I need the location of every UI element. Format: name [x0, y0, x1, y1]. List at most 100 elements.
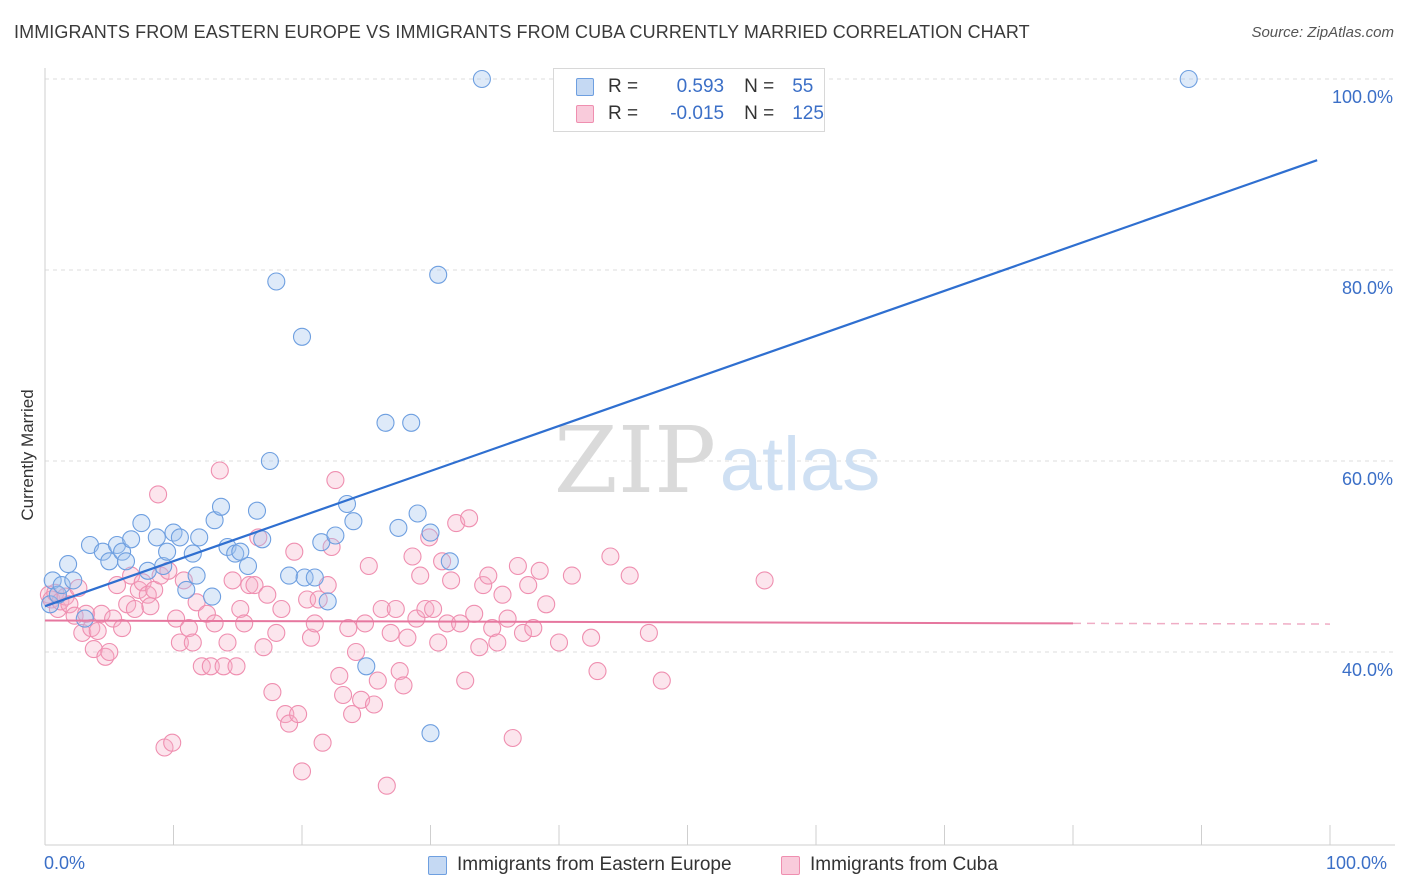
point-cuba: [355, 614, 375, 633]
point-eastern-europe: [116, 552, 136, 571]
stats-swatch-blue: [576, 78, 594, 96]
point-cuba: [245, 576, 264, 595]
source-credit: Source: ZipAtlas.com: [1251, 24, 1394, 41]
point-eastern-europe: [231, 542, 250, 561]
point-cuba: [601, 547, 620, 566]
trendline-eastern-europe: [44, 159, 1318, 608]
legend-label: Immigrants from Cuba: [810, 854, 998, 875]
point-cuba: [292, 762, 312, 781]
point-cuba: [433, 552, 452, 571]
point-eastern-europe: [43, 571, 62, 590]
point-eastern-europe: [440, 552, 459, 571]
point-cuba: [240, 576, 259, 595]
point-cuba: [223, 571, 242, 590]
point-cuba: [530, 561, 549, 580]
point-cuba: [289, 705, 308, 724]
point-eastern-europe: [154, 556, 173, 576]
point-eastern-europe: [64, 571, 83, 590]
point-cuba: [503, 728, 522, 748]
point-cuba: [309, 590, 328, 609]
point-eastern-europe: [408, 504, 427, 523]
point-cuba: [386, 599, 405, 619]
point-cuba: [359, 556, 378, 576]
legend-label: Immigrants from Eastern Europe: [457, 854, 732, 875]
point-cuba: [368, 671, 387, 690]
r-label: R =: [608, 103, 639, 124]
point-cuba: [513, 623, 533, 642]
point-cuba: [755, 571, 774, 590]
point-cuba: [235, 614, 254, 633]
point-cuba: [372, 599, 391, 619]
point-cuba: [280, 714, 299, 733]
point-cuba: [508, 556, 527, 576]
point-cuba: [479, 566, 498, 585]
point-eastern-europe: [48, 585, 67, 604]
point-cuba: [470, 638, 489, 657]
point-cuba: [107, 576, 127, 595]
point-cuba: [407, 609, 426, 628]
point-eastern-europe: [247, 501, 267, 520]
chart-title: IMMIGRANTS FROM EASTERN EUROPE VS IMMIGR…: [14, 22, 1030, 42]
x-tick-min: 0.0%: [44, 853, 86, 873]
point-cuba: [149, 485, 168, 504]
point-cuba: [483, 619, 502, 638]
point-cuba: [549, 633, 569, 652]
point-cuba: [343, 705, 362, 724]
point-cuba: [227, 657, 246, 676]
point-eastern-europe: [292, 327, 312, 346]
point-cuba: [179, 619, 198, 638]
point-eastern-europe: [260, 451, 279, 471]
point-cuba: [416, 599, 435, 619]
point-cuba: [258, 585, 277, 604]
point-cuba: [326, 471, 345, 490]
n-label: N =: [744, 76, 775, 97]
point-cuba: [390, 662, 409, 681]
point-eastern-europe: [376, 413, 395, 432]
point-cuba: [498, 609, 517, 628]
point-eastern-europe: [326, 526, 345, 545]
stats-row-cuba: R = -0.015 N = 125: [576, 102, 824, 126]
point-eastern-europe: [357, 657, 376, 676]
point-cuba: [474, 576, 493, 595]
point-cuba: [424, 599, 443, 619]
point-cuba: [411, 566, 430, 585]
point-cuba: [488, 633, 507, 652]
point-cuba: [305, 614, 324, 633]
point-cuba: [394, 676, 413, 695]
point-eastern-europe: [59, 555, 78, 574]
point-eastern-europe: [203, 587, 222, 606]
point-eastern-europe: [472, 69, 491, 89]
point-cuba: [197, 604, 216, 623]
point-cuba: [493, 585, 512, 604]
point-eastern-europe: [280, 566, 299, 585]
point-eastern-europe: [1179, 69, 1198, 89]
point-cuba: [267, 623, 286, 642]
n-label: N =: [744, 103, 775, 124]
point-eastern-europe: [187, 566, 206, 585]
legend-swatch-blue: [428, 855, 447, 875]
point-cuba: [620, 566, 639, 585]
point-cuba: [334, 685, 353, 705]
point-eastern-europe: [190, 528, 209, 547]
point-eastern-europe: [389, 518, 408, 537]
point-cuba: [330, 666, 349, 685]
point-cuba: [210, 461, 229, 480]
y-tick-60: 60.0%: [1341, 469, 1393, 489]
stats-swatch-pink: [576, 105, 594, 123]
point-eastern-europe: [170, 528, 189, 547]
point-cuba: [588, 662, 607, 681]
point-eastern-europe: [429, 265, 448, 284]
legend-item-cuba: Immigrants from Cuba: [781, 852, 998, 878]
point-cuba: [167, 609, 186, 628]
y-tick-80: 80.0%: [1341, 278, 1393, 298]
point-cuba: [231, 599, 250, 619]
point-cuba: [537, 595, 556, 614]
y-tick-40: 40.0%: [1341, 660, 1393, 680]
point-cuba: [377, 776, 396, 795]
point-cuba: [398, 628, 417, 647]
point-cuba: [113, 619, 132, 638]
n-value: 125: [792, 103, 824, 124]
point-cuba: [456, 671, 475, 690]
point-cuba: [73, 623, 92, 642]
